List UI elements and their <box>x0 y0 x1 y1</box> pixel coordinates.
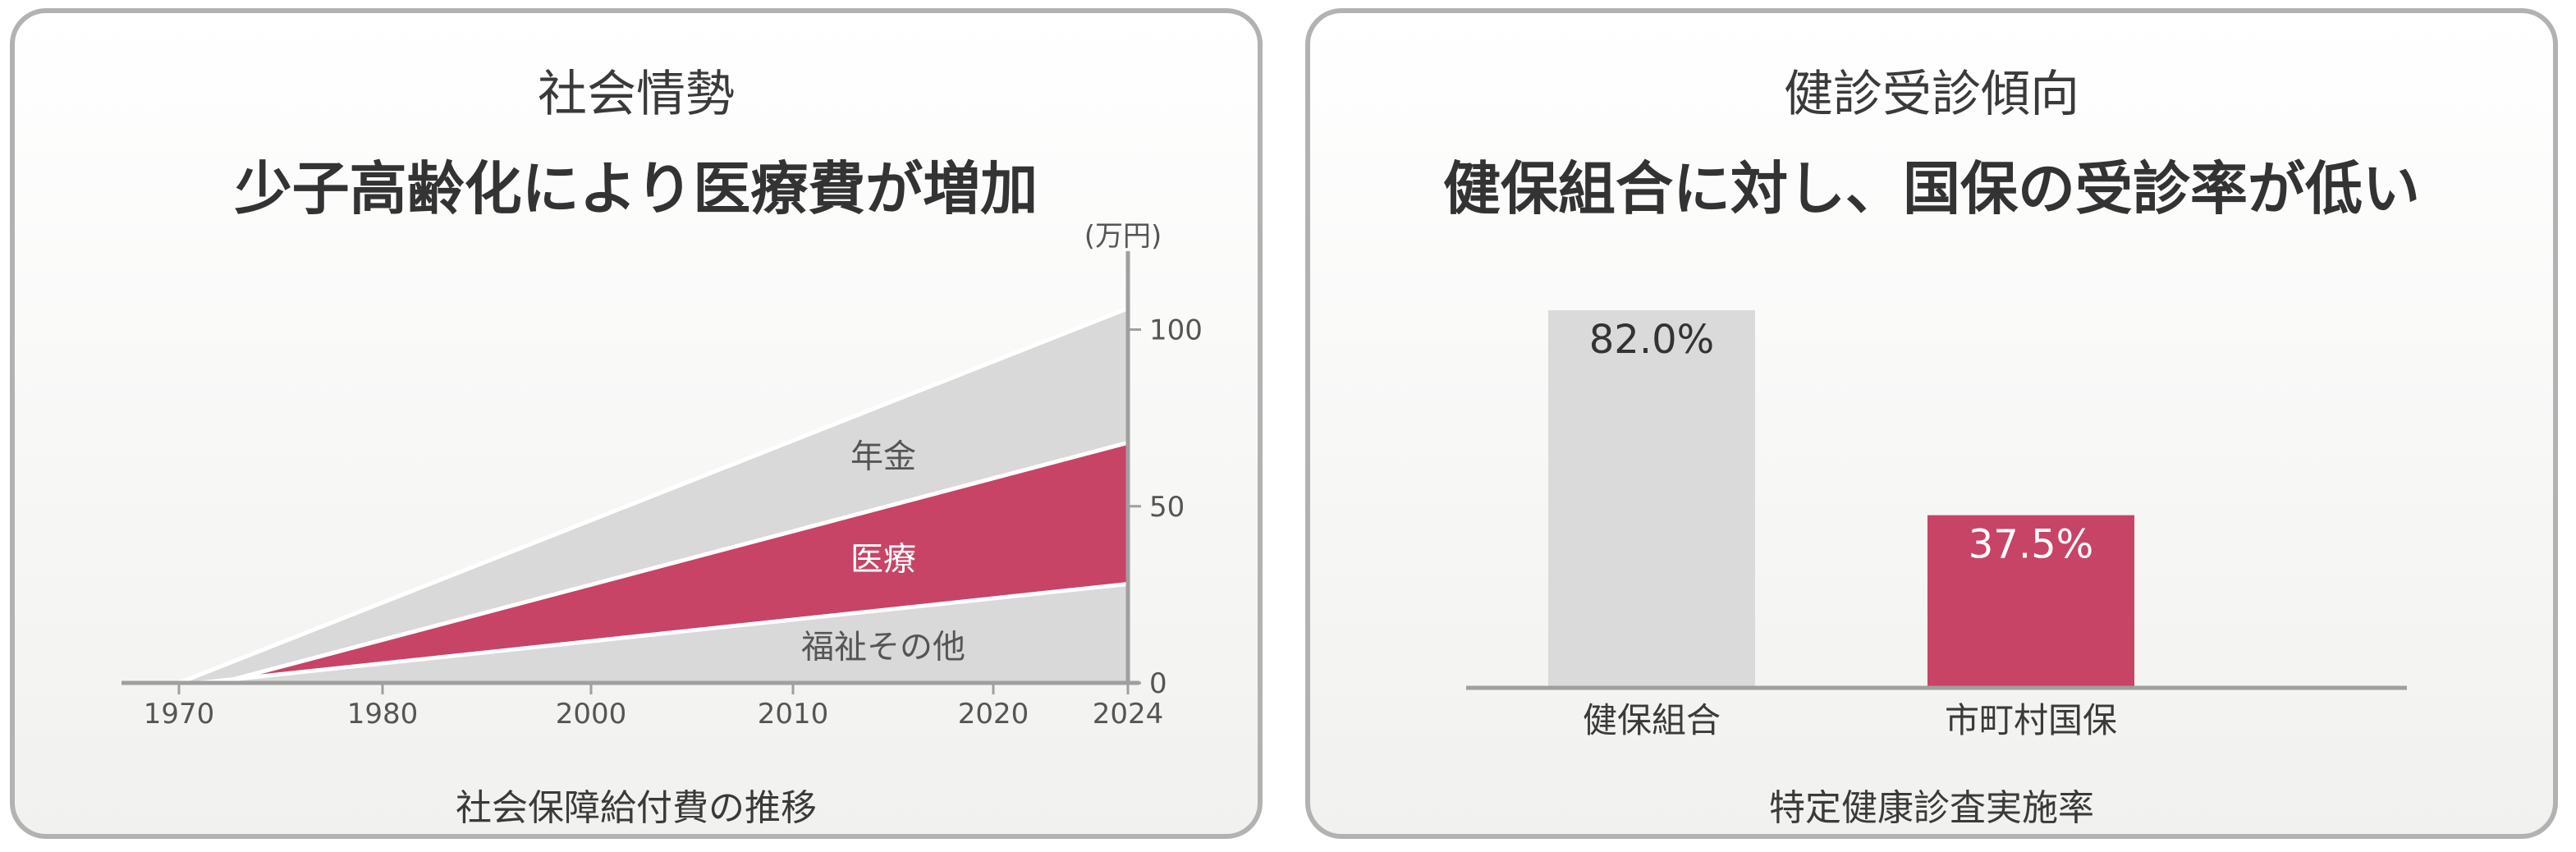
bar <box>1548 310 1755 688</box>
bar-value-label: 37.5% <box>1969 522 2093 568</box>
y-tick-label: 0 <box>1149 667 1167 700</box>
panel-subtitle: 社会情勢 <box>538 66 735 123</box>
y-unit-label: (万円) <box>1084 220 1162 253</box>
bar <box>1927 515 2134 688</box>
band-boundary-line <box>178 306 1129 685</box>
chart-caption: 社会保障給付費の推移 <box>456 787 817 829</box>
panel-title: 少子高齢化により医療費が増加 <box>234 155 1038 222</box>
bar-value-label: 82.0% <box>1589 317 1714 363</box>
chart-caption: 特定健康診査実施率 <box>1769 787 2094 829</box>
panel-title: 健保組合に対し、国保の受診率が低い <box>1443 155 2420 222</box>
series-label: 年金 <box>850 438 916 476</box>
checkup-rate-bar-chart: 82.0% 健保組合 37.5% 市町村国保 <box>1466 310 2407 740</box>
band-boundary-line <box>199 581 1129 685</box>
series-label: 福祉その他 <box>801 629 965 666</box>
category-label: 健保組合 <box>1583 700 1721 740</box>
x-tick-label: 2010 <box>758 698 829 731</box>
x-tick-label: 1970 <box>144 698 215 731</box>
social-situation-panel: 社会情勢 少子高齢化により医療費が増加 福祉その他 医療 年金 1970 1980 200… <box>10 8 1263 839</box>
checkup-trend-panel: 健診受診傾向 健保組合に対し、国保の受診率が低い 82.0% 健保組合 37.5% 市… <box>1305 8 2558 839</box>
series-label: 医療 <box>850 541 916 579</box>
category-label: 市町村国保 <box>1945 700 2117 740</box>
band-boundary-line <box>218 440 1129 685</box>
x-tick-label: 2020 <box>958 698 1029 731</box>
x-tick-label: 1980 <box>347 698 419 731</box>
y-tick-label: 100 <box>1149 314 1203 347</box>
y-tick-label: 50 <box>1149 491 1185 524</box>
panel-subtitle: 健診受診傾向 <box>1784 66 2079 123</box>
area-band <box>199 442 1128 683</box>
x-tick-label: 2024 <box>1093 698 1164 731</box>
x-tick-label: 2000 <box>556 698 627 731</box>
